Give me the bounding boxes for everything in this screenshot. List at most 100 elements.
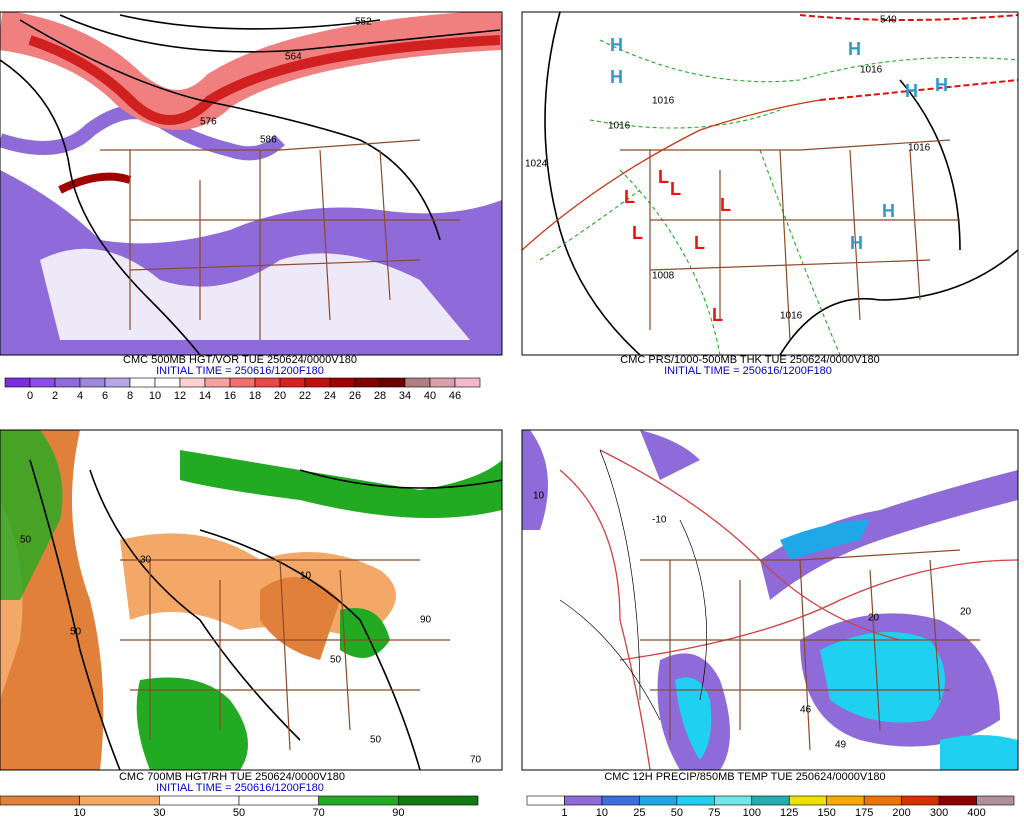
low-marker: L [694, 233, 705, 253]
low-marker: L [658, 167, 669, 187]
color-box [398, 795, 479, 806]
scale-label: 50 [671, 807, 683, 819]
scale-label: 20 [274, 390, 286, 402]
contour-label: 1016 [780, 311, 803, 322]
contour-label: 552 [355, 17, 372, 28]
color-box [429, 377, 456, 388]
contour-label: 1024 [525, 159, 548, 170]
color-box [229, 377, 256, 388]
color-box [318, 795, 399, 806]
color-box [129, 377, 156, 388]
map-frame [0, 429, 503, 771]
map-frame [0, 11, 503, 356]
contour-label: 1016 [860, 65, 883, 76]
scale-label: 125 [780, 807, 798, 819]
color-box [526, 795, 565, 806]
contour-label: 50 [330, 655, 342, 666]
low-marker: L [720, 195, 731, 215]
scale-label: 200 [892, 807, 910, 819]
contour-label: 10 [300, 571, 312, 582]
color-box [454, 377, 481, 388]
scale-label: 28 [374, 390, 386, 402]
scale-label: 24 [324, 390, 336, 402]
map-frame [521, 429, 1019, 771]
low-marker: L [670, 179, 681, 199]
contour-label: 70 [470, 755, 482, 766]
scale-label: 1 [561, 807, 567, 819]
contour-label: 1016 [652, 96, 675, 107]
contour-label: 20 [960, 607, 972, 618]
high-marker: H [610, 67, 623, 87]
high-marker: H [935, 75, 948, 95]
color-box [404, 377, 431, 388]
scale-label: 10 [74, 807, 86, 819]
color-box [104, 377, 131, 388]
pressure-map: 540 1016 1016 1016 1024 1008 1016 1016 H… [522, 12, 1018, 355]
scale-label: 34 [399, 390, 411, 402]
color-box [826, 795, 865, 806]
contour-label: 564 [285, 52, 302, 63]
humidity-map: 50 50 30 10 50 90 50 70 [0, 430, 502, 770]
scale-label: 150 [818, 807, 836, 819]
contour-label: 50 [70, 627, 82, 638]
contour-label: 1008 [652, 271, 675, 282]
scale-label: 14 [199, 390, 211, 402]
low-marker: L [712, 305, 723, 325]
scale-label: 10 [596, 807, 608, 819]
color-box [238, 795, 319, 806]
scale-label: 26 [349, 390, 361, 402]
color-box [159, 795, 240, 806]
initial-time: INITIAL TIME = 250616/1200F180 [156, 365, 324, 377]
scale-label: 400 [967, 807, 985, 819]
color-box [79, 377, 106, 388]
scale-label: 16 [224, 390, 236, 402]
color-box [179, 377, 206, 388]
high-marker: H [848, 39, 861, 59]
low-marker: L [632, 223, 643, 243]
contour-label: 50 [20, 535, 32, 546]
color-box [354, 377, 381, 388]
color-box [4, 377, 31, 388]
color-box [751, 795, 790, 806]
scale-label: 90 [392, 807, 404, 819]
scale-label: 30 [153, 807, 165, 819]
scale-label: 0 [27, 390, 33, 402]
contour-label: 1016 [908, 143, 931, 154]
color-box [601, 795, 640, 806]
scale-label: 4 [77, 390, 83, 402]
initial-time: INITIAL TIME = 250616/1200F180 [664, 365, 832, 377]
caption: CMC 12H PRECIP/850MB TEMP TUE 250624/000… [604, 771, 885, 783]
contour-label: 586 [260, 135, 277, 146]
color-box [29, 377, 56, 388]
color-box [901, 795, 940, 806]
scale-label: 46 [449, 390, 461, 402]
contour-label: 1016 [608, 121, 631, 132]
scale-label: 25 [633, 807, 645, 819]
high-marker: H [850, 233, 863, 253]
scale-label: 50 [233, 807, 245, 819]
scale-label: 175 [855, 807, 873, 819]
color-box [938, 795, 977, 806]
color-box [329, 377, 356, 388]
scale-label: 22 [299, 390, 311, 402]
scale-label: 6 [102, 390, 108, 402]
caption: CMC 700MB HGT/RH TUE 250624/0000V180 [119, 771, 345, 783]
color-box [154, 377, 181, 388]
color-box [714, 795, 753, 806]
vorticity-map: 552 564 576 586 [0, 12, 502, 355]
color-box [564, 795, 603, 806]
color-box [0, 795, 80, 806]
color-box [863, 795, 902, 806]
scale-label: 12 [174, 390, 186, 402]
scale-label: 75 [708, 807, 720, 819]
precip-map: 10 20 20 -10 49 46 [522, 430, 1018, 770]
contour-label: 540 [880, 15, 897, 26]
contour-label: 10 [533, 491, 545, 502]
color-box [639, 795, 678, 806]
contour-label: 576 [200, 117, 217, 128]
scale-label: 100 [743, 807, 761, 819]
color-box [304, 377, 331, 388]
map-frame [521, 11, 1019, 356]
color-box [54, 377, 81, 388]
